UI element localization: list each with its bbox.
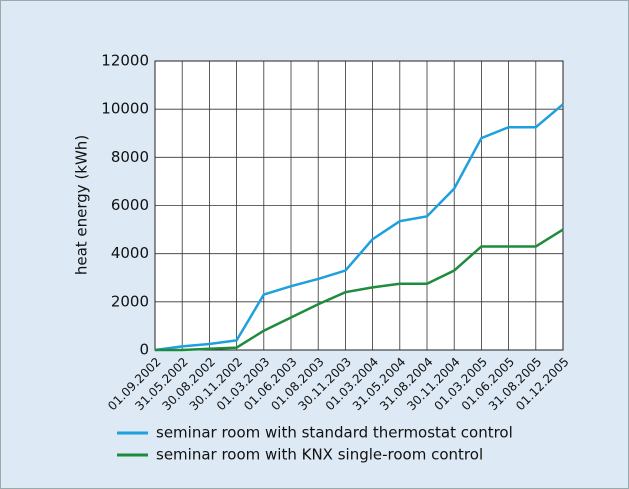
y-tick-label: 4000: [111, 244, 149, 262]
plot-border: [154, 60, 564, 351]
y-tick-label: 2000: [111, 292, 149, 310]
legend-label: seminar room with standard thermostat co…: [156, 424, 513, 442]
y-tick-label: 8000: [111, 148, 149, 166]
legend-label: seminar room with KNX single-room contro…: [156, 446, 483, 464]
y-tick-label: 6000: [111, 196, 149, 214]
y-tick-label: 10000: [101, 100, 149, 118]
series-line: [155, 228, 564, 352]
y-axis-label: heat energy (kWh): [73, 135, 91, 275]
y-tick-label: 0: [139, 341, 149, 359]
y-tick-label: 12000: [101, 52, 149, 70]
series-line: [154, 103, 564, 352]
